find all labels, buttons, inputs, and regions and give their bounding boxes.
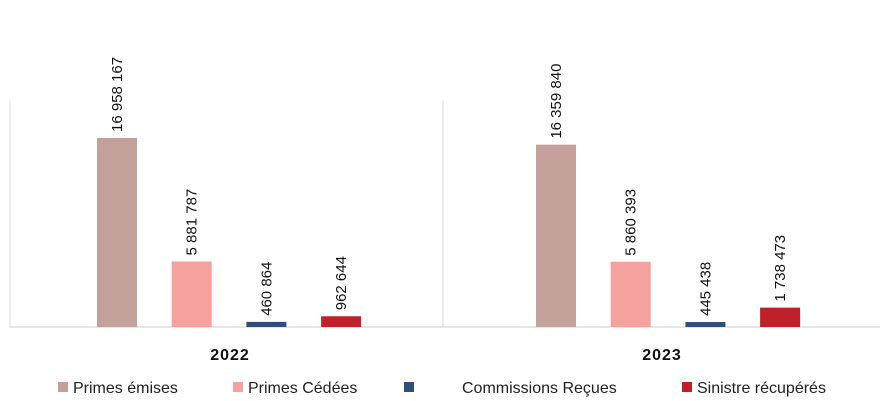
legend-label: Primes émises [73, 380, 178, 397]
bar [760, 307, 801, 327]
legend-label: Primes Cédées [248, 380, 357, 397]
legend-label: Sinistre récupérés [697, 380, 826, 397]
legend-swatch [682, 382, 692, 392]
data-label: 16 958 167 [109, 57, 126, 132]
legend-label: Commissions Reçues [462, 380, 617, 397]
legend-swatch [404, 382, 414, 392]
bar [97, 138, 137, 327]
bar [246, 321, 287, 327]
bar [536, 144, 576, 327]
group-label: 2022 [210, 347, 250, 364]
data-label: 5 860 393 [623, 189, 640, 256]
data-label: 445 438 [697, 262, 714, 316]
data-label: 1 738 473 [772, 235, 789, 302]
legend-swatch [58, 382, 68, 392]
group-label: 2023 [642, 347, 682, 364]
data-label: 962 644 [333, 256, 350, 310]
bar [685, 322, 726, 327]
data-label: 5 881 787 [184, 189, 201, 256]
data-label: 16 359 840 [548, 64, 565, 139]
bar [171, 261, 212, 327]
data-label: 460 864 [258, 262, 275, 316]
bar [321, 316, 362, 327]
bar [610, 261, 651, 327]
legend-swatch [233, 382, 243, 392]
